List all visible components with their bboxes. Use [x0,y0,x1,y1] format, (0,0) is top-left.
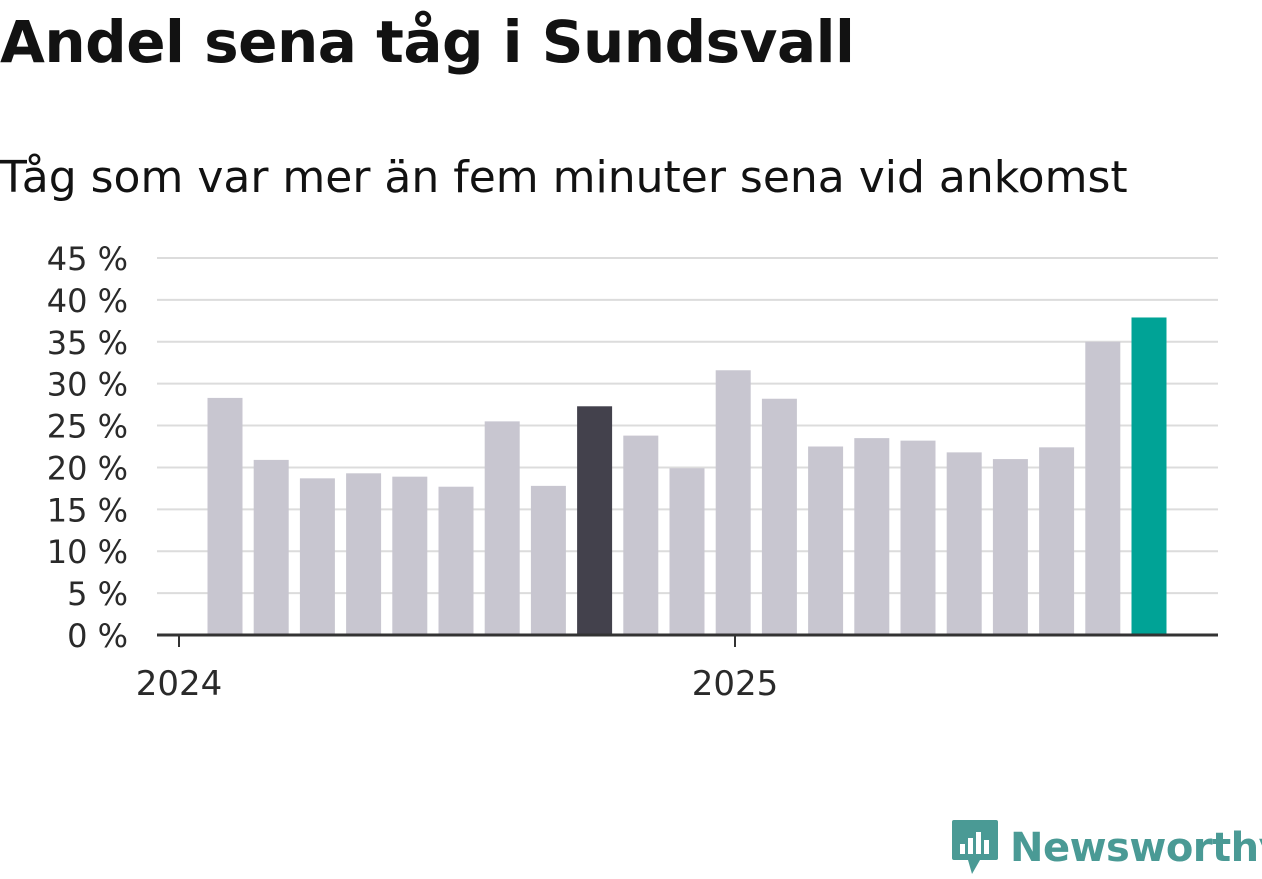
y-tick-label: 40 % [47,282,128,320]
brand-name: Newsworthy [1010,825,1262,871]
y-axis-labels: 0 % 5 % 10 % 15 % 20 %25 % 30 % 35 % 40 % 45 % [47,240,128,655]
bar [900,440,936,635]
bars [207,317,1167,635]
bar [1131,317,1167,635]
y-tick-label: 0 % [67,617,128,655]
bar [530,485,566,635]
y-tick-label: 5 % [67,575,128,613]
bar [392,476,428,635]
bar [715,370,751,635]
y-tick-label: 25 % [47,408,128,446]
bar [299,478,335,635]
y-tick-label: 35 % [47,324,128,362]
bar [669,468,705,635]
bar [946,452,982,635]
y-tick-label: 45 % [47,240,128,278]
bar [577,406,613,635]
bar [438,486,474,635]
bar [992,459,1028,635]
x-tick-label: 2025 [692,664,779,704]
chart-title: Andel sena tåg i Sundsvall [0,8,855,76]
bar [761,398,797,635]
x-tick-label: 2024 [136,664,223,704]
chart-subtitle: Tåg som var mer än fem minuter sena vid … [0,152,1128,203]
newsworthy-logo-icon [952,820,998,874]
bar [1085,341,1121,635]
y-tick-label: 15 % [47,491,128,529]
bar [854,438,890,635]
bar [346,473,382,635]
y-tick-label: 20 % [47,449,128,487]
bar [253,459,289,635]
bar [1039,447,1075,635]
y-tick-label: 30 % [47,366,128,404]
newsworthy-logo: Newsworthy [950,818,1262,878]
bar [623,435,659,635]
bar [484,421,520,635]
x-axis: 2024 2025 [136,633,1218,704]
bar [207,397,243,635]
y-tick-label: 10 % [47,533,128,571]
bar [808,446,844,635]
